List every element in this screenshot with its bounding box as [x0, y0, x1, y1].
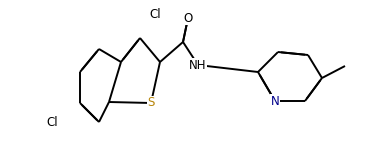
Text: S: S	[147, 96, 155, 110]
Text: N: N	[271, 94, 279, 108]
Text: NH: NH	[189, 58, 207, 72]
Text: Cl: Cl	[149, 7, 161, 20]
Text: Cl: Cl	[46, 116, 58, 128]
Text: O: O	[183, 11, 193, 25]
